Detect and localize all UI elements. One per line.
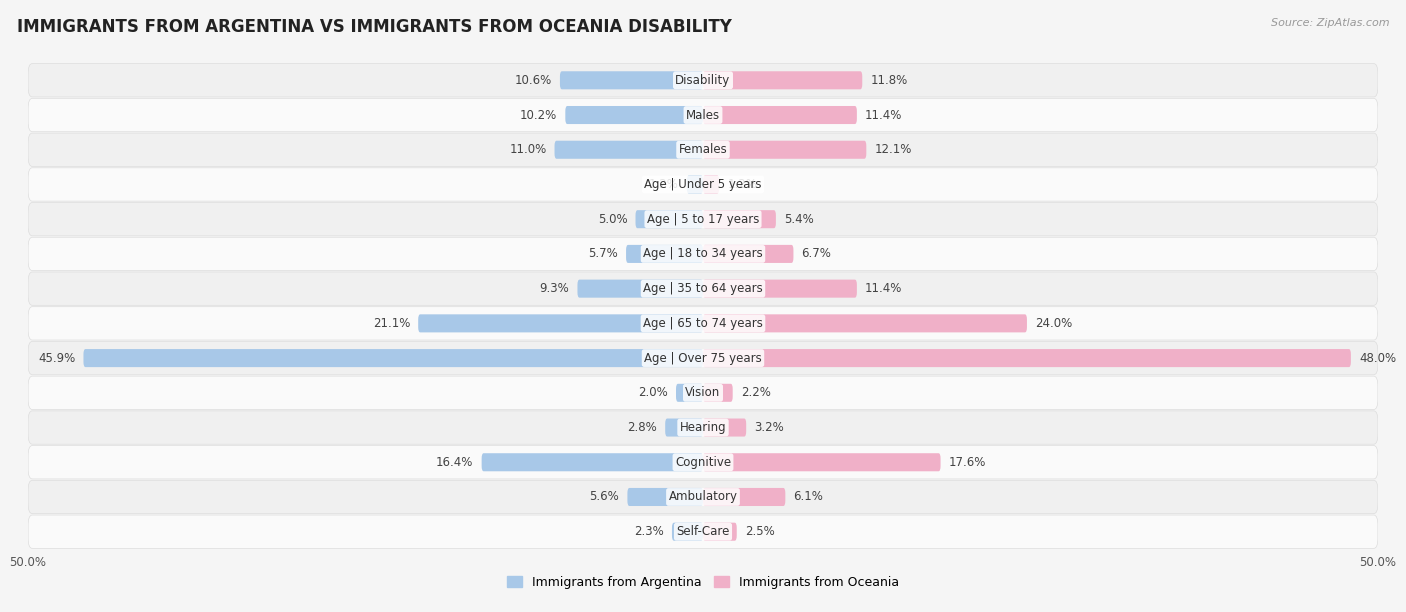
FancyBboxPatch shape [28, 376, 1378, 409]
FancyBboxPatch shape [703, 453, 941, 471]
Text: Males: Males [686, 108, 720, 122]
Text: Age | 35 to 64 years: Age | 35 to 64 years [643, 282, 763, 295]
Text: 11.4%: 11.4% [865, 282, 903, 295]
FancyBboxPatch shape [83, 349, 703, 367]
FancyBboxPatch shape [703, 523, 737, 541]
Text: 5.0%: 5.0% [598, 213, 627, 226]
FancyBboxPatch shape [676, 384, 703, 402]
Text: 11.4%: 11.4% [865, 108, 903, 122]
Text: 45.9%: 45.9% [38, 351, 76, 365]
FancyBboxPatch shape [28, 515, 1378, 548]
Text: 17.6%: 17.6% [949, 456, 986, 469]
FancyBboxPatch shape [703, 245, 793, 263]
FancyBboxPatch shape [560, 71, 703, 89]
FancyBboxPatch shape [703, 106, 856, 124]
FancyBboxPatch shape [703, 488, 786, 506]
Text: Source: ZipAtlas.com: Source: ZipAtlas.com [1271, 18, 1389, 28]
FancyBboxPatch shape [703, 176, 720, 193]
Text: Vision: Vision [685, 386, 721, 399]
Text: 5.7%: 5.7% [588, 247, 619, 261]
FancyBboxPatch shape [418, 315, 703, 332]
FancyBboxPatch shape [28, 411, 1378, 444]
Text: 1.2%: 1.2% [727, 178, 758, 191]
Text: 10.2%: 10.2% [520, 108, 557, 122]
FancyBboxPatch shape [28, 307, 1378, 340]
Text: 6.1%: 6.1% [793, 490, 824, 504]
FancyBboxPatch shape [703, 141, 866, 159]
Text: 2.0%: 2.0% [638, 386, 668, 399]
FancyBboxPatch shape [578, 280, 703, 297]
FancyBboxPatch shape [28, 99, 1378, 132]
Text: 12.1%: 12.1% [875, 143, 912, 156]
FancyBboxPatch shape [28, 133, 1378, 166]
FancyBboxPatch shape [665, 419, 703, 436]
Text: Self-Care: Self-Care [676, 525, 730, 538]
FancyBboxPatch shape [672, 523, 703, 541]
Text: Cognitive: Cognitive [675, 456, 731, 469]
Text: Age | Under 5 years: Age | Under 5 years [644, 178, 762, 191]
Legend: Immigrants from Argentina, Immigrants from Oceania: Immigrants from Argentina, Immigrants fr… [502, 570, 904, 594]
FancyBboxPatch shape [28, 64, 1378, 97]
Text: 5.4%: 5.4% [785, 213, 814, 226]
FancyBboxPatch shape [28, 237, 1378, 271]
FancyBboxPatch shape [686, 176, 703, 193]
Text: 2.3%: 2.3% [634, 525, 664, 538]
Text: Females: Females [679, 143, 727, 156]
FancyBboxPatch shape [703, 384, 733, 402]
Text: 48.0%: 48.0% [1360, 351, 1396, 365]
Text: 5.6%: 5.6% [589, 490, 619, 504]
FancyBboxPatch shape [703, 280, 856, 297]
FancyBboxPatch shape [554, 141, 703, 159]
FancyBboxPatch shape [636, 210, 703, 228]
Text: 10.6%: 10.6% [515, 74, 551, 87]
Text: 16.4%: 16.4% [436, 456, 474, 469]
Text: Hearing: Hearing [679, 421, 727, 434]
Text: 11.8%: 11.8% [870, 74, 908, 87]
FancyBboxPatch shape [28, 272, 1378, 305]
Text: 2.5%: 2.5% [745, 525, 775, 538]
Text: Age | 5 to 17 years: Age | 5 to 17 years [647, 213, 759, 226]
FancyBboxPatch shape [28, 168, 1378, 201]
Text: Ambulatory: Ambulatory [668, 490, 738, 504]
FancyBboxPatch shape [703, 210, 776, 228]
Text: 6.7%: 6.7% [801, 247, 831, 261]
FancyBboxPatch shape [482, 453, 703, 471]
FancyBboxPatch shape [626, 245, 703, 263]
Text: Age | Over 75 years: Age | Over 75 years [644, 351, 762, 365]
Text: Disability: Disability [675, 74, 731, 87]
Text: Age | 18 to 34 years: Age | 18 to 34 years [643, 247, 763, 261]
Text: 21.1%: 21.1% [373, 317, 411, 330]
FancyBboxPatch shape [703, 315, 1026, 332]
Text: 11.0%: 11.0% [509, 143, 547, 156]
FancyBboxPatch shape [703, 349, 1351, 367]
Text: 3.2%: 3.2% [754, 421, 785, 434]
FancyBboxPatch shape [627, 488, 703, 506]
Text: Age | 65 to 74 years: Age | 65 to 74 years [643, 317, 763, 330]
FancyBboxPatch shape [28, 341, 1378, 375]
Text: 24.0%: 24.0% [1035, 317, 1073, 330]
FancyBboxPatch shape [28, 203, 1378, 236]
FancyBboxPatch shape [28, 446, 1378, 479]
Text: 1.2%: 1.2% [648, 178, 679, 191]
Text: IMMIGRANTS FROM ARGENTINA VS IMMIGRANTS FROM OCEANIA DISABILITY: IMMIGRANTS FROM ARGENTINA VS IMMIGRANTS … [17, 18, 731, 36]
Text: 9.3%: 9.3% [540, 282, 569, 295]
FancyBboxPatch shape [565, 106, 703, 124]
FancyBboxPatch shape [28, 480, 1378, 513]
FancyBboxPatch shape [703, 419, 747, 436]
Text: 2.2%: 2.2% [741, 386, 770, 399]
FancyBboxPatch shape [703, 71, 862, 89]
Text: 2.8%: 2.8% [627, 421, 657, 434]
